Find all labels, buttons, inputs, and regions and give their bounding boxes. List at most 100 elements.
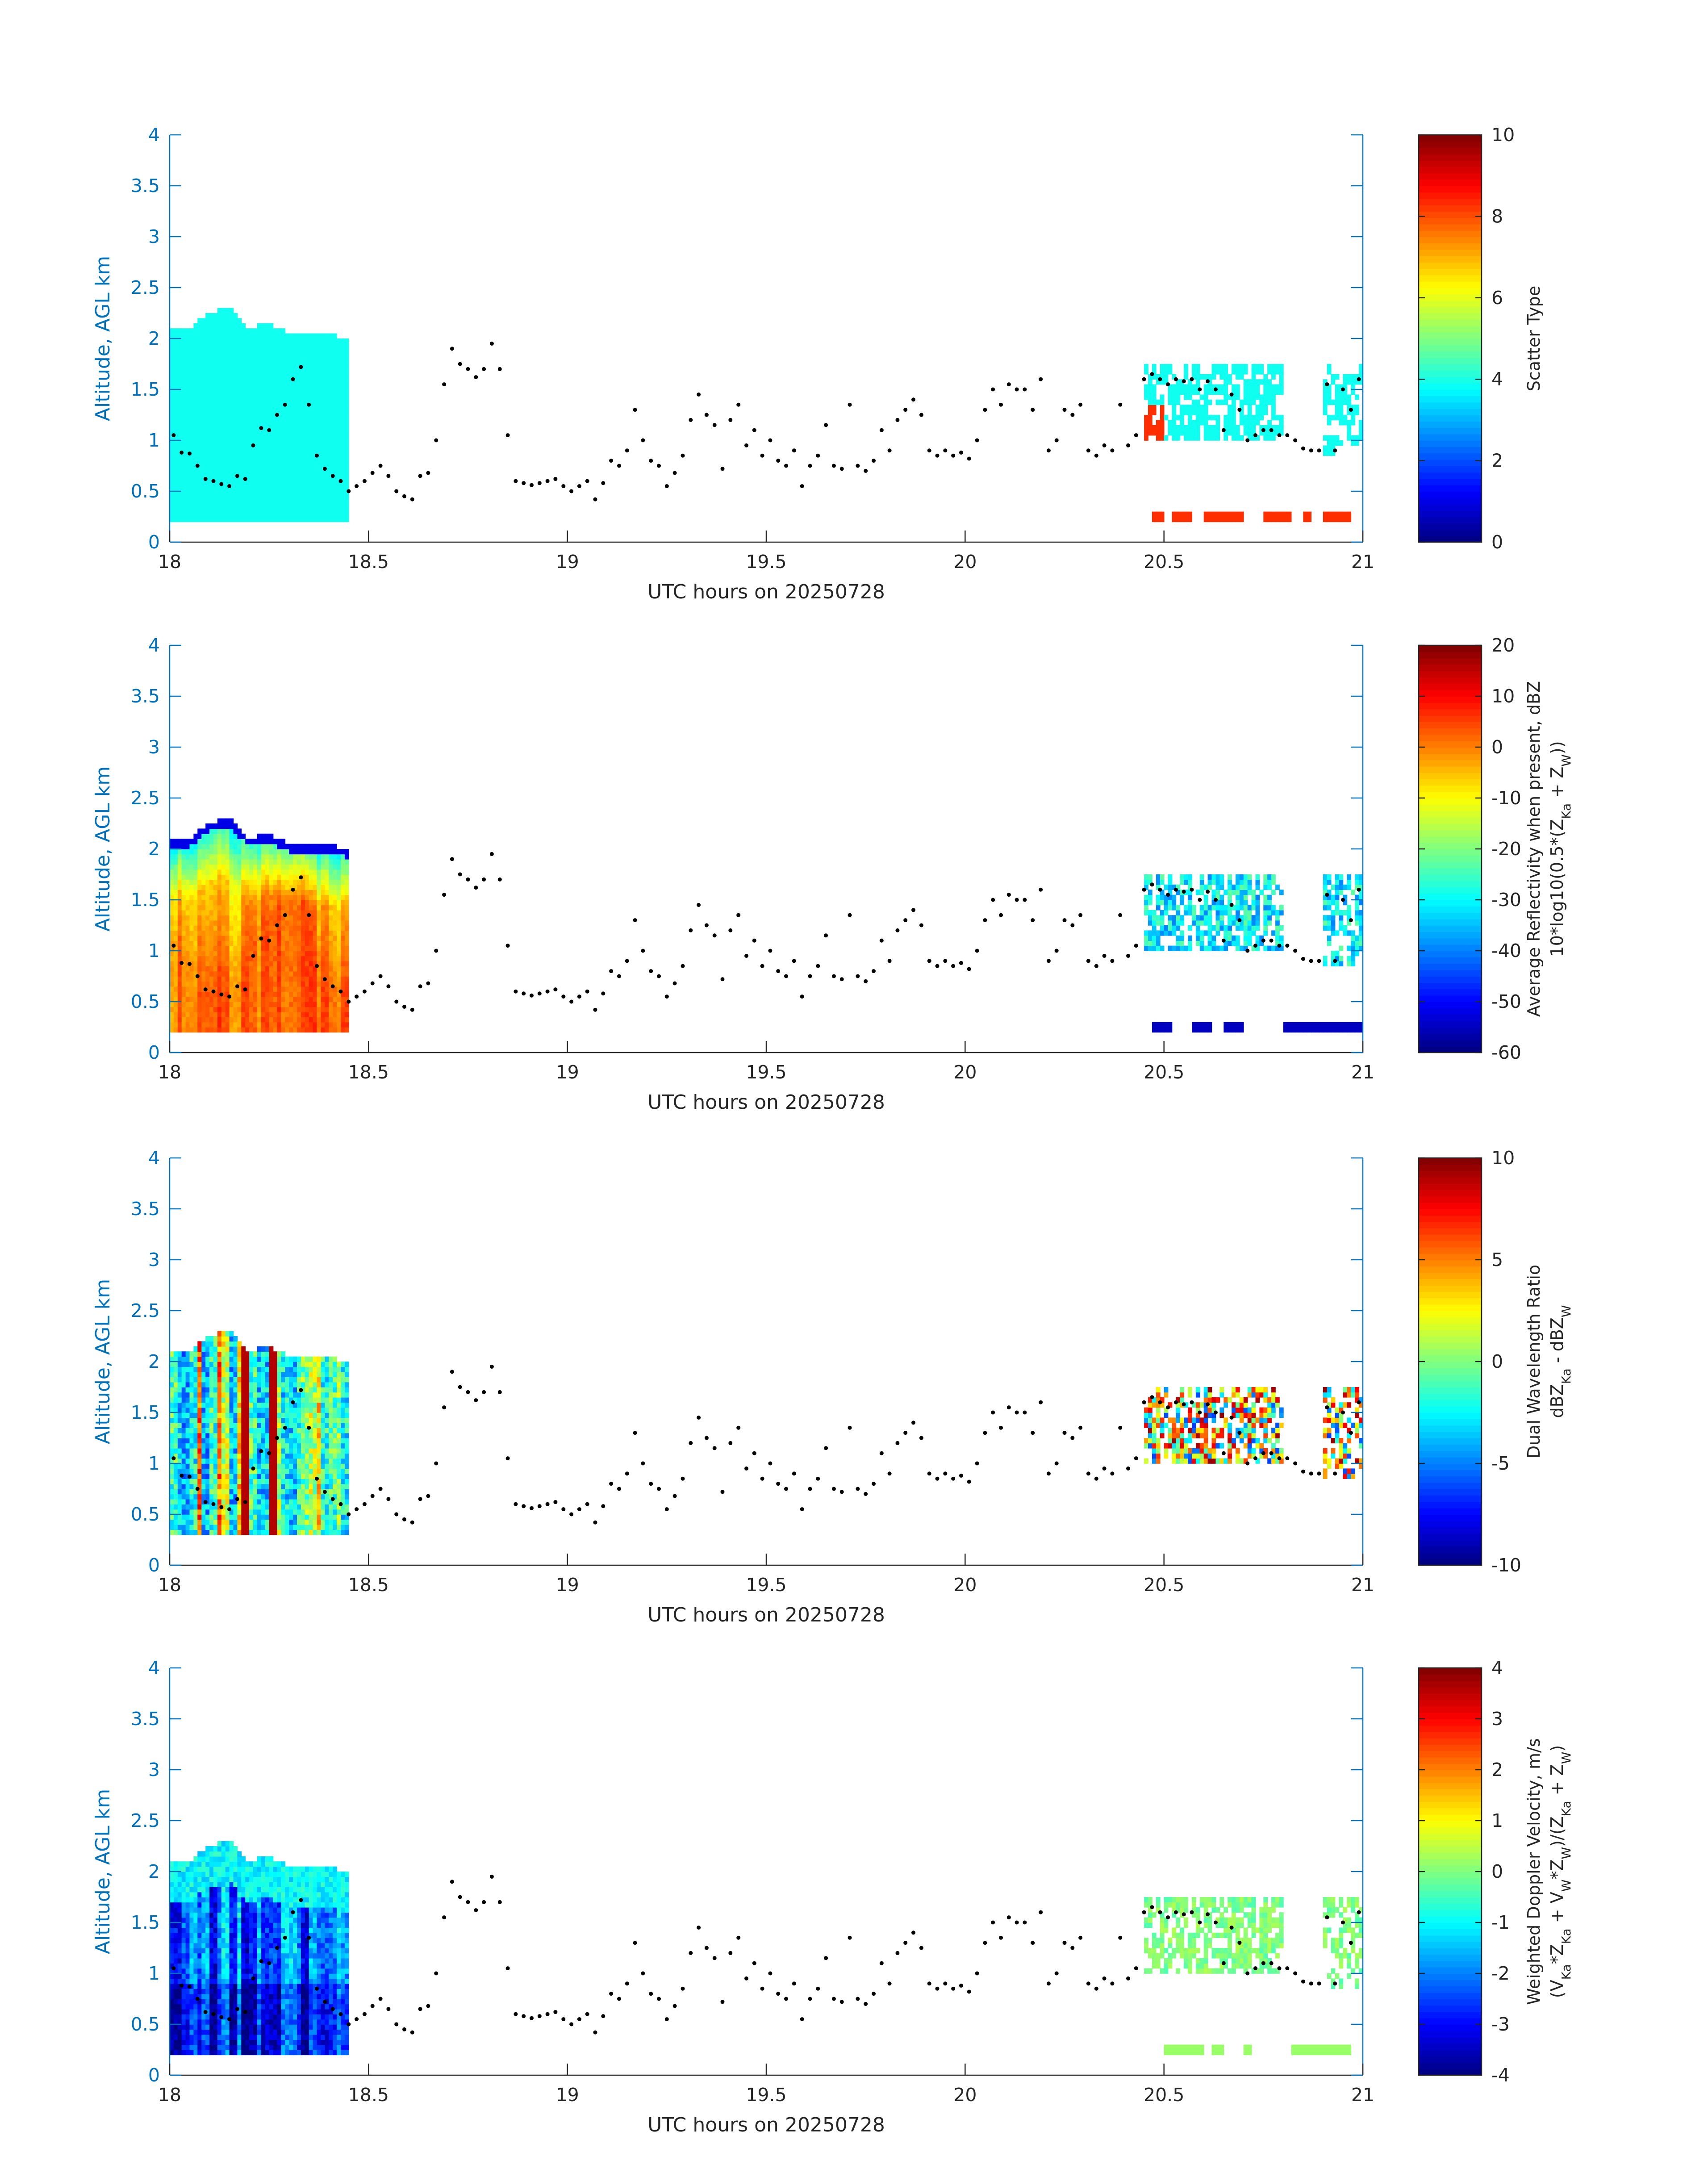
heatmap-cell — [225, 940, 230, 946]
heatmap-cell — [181, 956, 186, 961]
heatmap-cell — [221, 833, 226, 839]
heatmap-cell — [281, 415, 286, 421]
heatmap-cell — [1195, 364, 1200, 370]
heatmap-cell — [273, 379, 278, 385]
heatmap-cell — [221, 890, 226, 895]
colorbar-swatch — [1419, 326, 1482, 333]
heatmap-cell — [1144, 394, 1148, 400]
heatmap-cell — [281, 440, 286, 446]
heatmap-cell — [221, 996, 226, 1002]
heatmap-cell — [225, 879, 230, 885]
heatmap-cell — [205, 415, 210, 421]
heatmap-cell — [341, 501, 345, 507]
heatmap-cell — [170, 879, 174, 885]
heatmap-cell — [1355, 435, 1359, 441]
heatmap-cell — [313, 935, 317, 941]
heatmap-cell — [213, 496, 218, 502]
heatmap-cell — [217, 333, 222, 339]
heatmap-cell — [341, 476, 345, 481]
heatmap-cell — [337, 394, 341, 400]
heatmap-cell — [181, 884, 186, 890]
bl-dot — [386, 474, 391, 478]
heatmap-cell — [1232, 364, 1236, 370]
heatmap-cell — [1148, 379, 1153, 385]
heatmap-cell — [197, 915, 202, 921]
heatmap-cell — [1327, 415, 1332, 421]
heatmap-cell — [221, 420, 226, 426]
heatmap-cell — [1236, 890, 1240, 895]
bl-dot — [442, 382, 447, 387]
heatmap-cell — [325, 455, 330, 461]
heatmap-cell — [1251, 425, 1256, 430]
bl-dot — [943, 959, 948, 963]
heatmap-cell — [193, 338, 198, 344]
heatmap-cell — [305, 420, 309, 426]
heatmap-cell — [229, 900, 234, 906]
heatmap-cell — [277, 905, 282, 911]
heatmap-cell — [309, 1017, 313, 1023]
heatmap-cell — [344, 991, 349, 997]
heatmap-cell — [1224, 1022, 1228, 1028]
heatmap-cell — [193, 364, 198, 370]
heatmap-cell — [297, 481, 301, 487]
heatmap-cell — [193, 940, 198, 946]
heatmap-cell — [1236, 435, 1240, 441]
heatmap-cell — [1164, 379, 1169, 385]
heatmap-cell — [1228, 935, 1232, 941]
heatmap-cell — [233, 879, 238, 885]
colorbar-swatch — [1419, 167, 1482, 174]
heatmap-cell — [269, 1011, 274, 1017]
heatmap-cell — [249, 991, 254, 997]
heatmap-cell — [1271, 374, 1276, 380]
heatmap-cell — [1339, 405, 1344, 410]
heatmap-cell — [189, 445, 194, 451]
heatmap-cell — [1347, 874, 1352, 880]
heatmap-cell — [1319, 1022, 1324, 1028]
heatmap-cell — [249, 961, 254, 966]
heatmap-cell — [181, 471, 186, 476]
heatmap-cell — [241, 445, 246, 451]
heatmap-cell — [245, 890, 250, 895]
heatmap-cell — [1331, 910, 1336, 915]
heatmap-cell — [237, 440, 242, 446]
heatmap-cell — [233, 460, 238, 466]
x-tick-label: 19.5 — [746, 1061, 786, 1083]
heatmap-cell — [225, 394, 230, 400]
heatmap-cell — [261, 894, 266, 900]
bl-dot — [1086, 959, 1090, 963]
heatmap-cell — [337, 966, 341, 972]
heatmap-cell — [181, 506, 186, 512]
heatmap-cell — [269, 844, 274, 849]
heatmap-cell — [261, 869, 266, 875]
heatmap-cell — [225, 511, 230, 517]
heatmap-cell — [281, 430, 286, 436]
heatmap-cell — [1351, 409, 1355, 415]
heatmap-cell — [329, 425, 333, 430]
heatmap-cell — [1351, 951, 1355, 957]
heatmap-cell — [241, 844, 246, 849]
heatmap-cell — [1271, 364, 1276, 370]
heatmap-cell — [309, 338, 313, 344]
heatmap-cell — [344, 935, 349, 941]
heatmap-cell — [313, 445, 317, 451]
heatmap-cell — [333, 369, 337, 375]
heatmap-cell — [170, 359, 174, 364]
heatmap-cell — [257, 894, 262, 900]
heatmap-cell — [181, 511, 186, 517]
heatmap-cell — [273, 879, 278, 885]
heatmap-cell — [1199, 945, 1204, 951]
bl-dot — [991, 898, 995, 902]
heatmap-cell — [229, 496, 234, 502]
heatmap-cell — [317, 374, 322, 380]
heatmap-cell — [1236, 389, 1240, 395]
heatmap-cell — [205, 844, 210, 849]
heatmap-cell — [321, 379, 326, 385]
heatmap-cell — [245, 455, 250, 461]
heatmap-cell — [281, 1017, 286, 1023]
heatmap-cell — [297, 517, 301, 522]
heatmap-cell — [301, 359, 305, 364]
heatmap-cell — [297, 869, 301, 875]
heatmap-cell — [245, 486, 250, 492]
heatmap-cell — [257, 517, 262, 522]
heatmap-cell — [317, 930, 322, 936]
